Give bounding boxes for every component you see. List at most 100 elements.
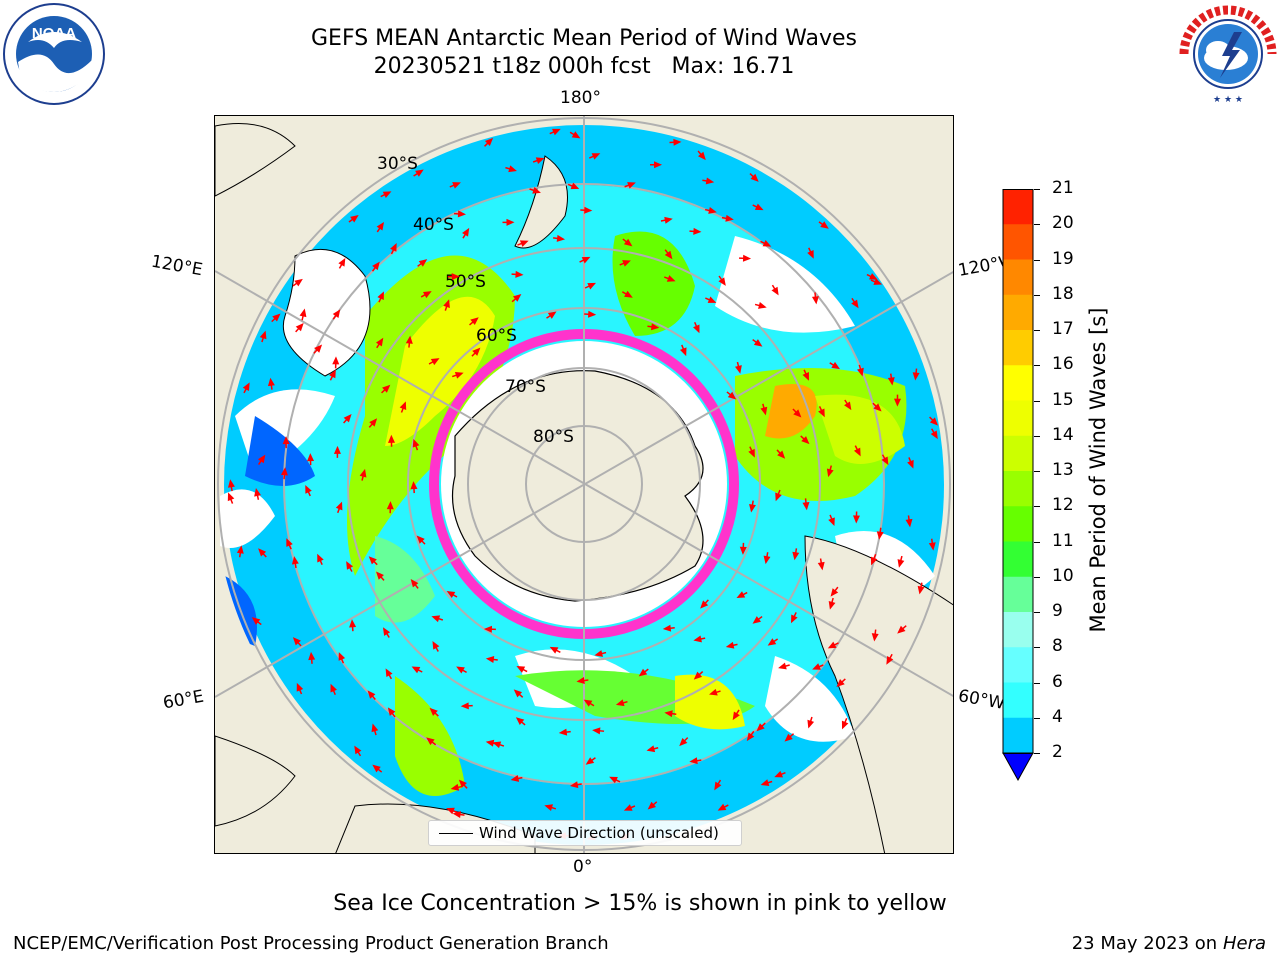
wind-arrow-head <box>664 710 673 718</box>
wind-arrow-head <box>387 707 396 716</box>
wind-arrow-head <box>693 671 703 680</box>
wind-arrow-head <box>349 619 357 628</box>
colorbar-tick-label: 16 <box>1052 354 1074 375</box>
wind-arrow-head <box>452 182 461 189</box>
wind-arrow-head <box>689 757 698 765</box>
wind-arrow-head <box>881 456 889 466</box>
colorbar-band <box>1003 400 1033 437</box>
lon-label-60e: 60°E <box>161 686 206 714</box>
chart-title: GEFS MEAN Antarctic Mean Period of Wind … <box>311 26 857 51</box>
wind-arrow-head <box>826 468 834 478</box>
wind-arrow-head <box>382 627 391 636</box>
wind-arrow-head <box>332 309 341 318</box>
wind-arrow-head <box>332 356 340 365</box>
wind-arrow-head <box>515 270 524 278</box>
wind-arrow-head <box>422 291 432 299</box>
wind-arrow-head <box>452 811 461 819</box>
lon-label-120e: 120°E <box>149 251 205 281</box>
colorbar-band <box>1003 541 1033 578</box>
wind-arrow-head <box>516 666 526 673</box>
wind-arrow-head <box>811 296 819 305</box>
wind-arrow-head <box>305 484 312 494</box>
wind-arrow-head <box>887 377 895 386</box>
colorbar-tick-label: 12 <box>1052 495 1074 516</box>
wind-arrow-head <box>732 711 740 721</box>
colorbar-tick-label: 11 <box>1052 530 1074 551</box>
wind-arrow-head <box>762 240 772 247</box>
colorbar-tick-label: 20 <box>1052 213 1074 234</box>
wind-arrow-head <box>571 131 581 139</box>
wind-arrow-head <box>749 503 756 513</box>
wind-arrow-head <box>333 445 341 454</box>
footer-date-text: 23 May 2023 on <box>1071 933 1218 954</box>
wind-arrow-head <box>411 666 421 674</box>
wind-arrow-head <box>739 546 747 555</box>
wind-arrow-head <box>907 459 914 469</box>
colorbar-tick-mark <box>1034 647 1040 649</box>
lon-label-180: 180° <box>560 88 601 108</box>
wind-arrow-head <box>905 518 913 528</box>
wind-arrow-head <box>371 723 379 733</box>
wind-arrow-head <box>654 161 663 169</box>
wind-arrow-head <box>841 720 849 730</box>
wind-arrow-head <box>472 347 481 356</box>
wind-arrow-head <box>446 807 455 815</box>
wind-arrow-head <box>725 641 735 649</box>
wind-arrow-head <box>451 273 460 281</box>
wind-arrow-head <box>506 218 515 226</box>
wind-arrow-head <box>483 625 493 633</box>
wind-arrow-head <box>791 614 798 624</box>
wind-arrow-head <box>330 683 337 693</box>
wind-arrow-head <box>387 434 395 443</box>
wind-arrow-head <box>576 677 585 684</box>
wind-arrow-head <box>532 186 541 194</box>
colorbar-under-triangle <box>1002 752 1034 781</box>
wind-arrow-head <box>367 690 376 699</box>
wind-arrow-head <box>592 727 601 735</box>
wind-arrow-head <box>359 468 367 478</box>
colorbar-tick-mark <box>1034 435 1040 437</box>
wind-arrow-head <box>418 259 428 267</box>
wind-arrow-head <box>251 617 261 625</box>
colorbar-tick-label: 6 <box>1052 671 1063 692</box>
wind-arrow-head <box>742 254 752 262</box>
wind-arrow-head <box>774 770 784 778</box>
wind-arrow-head <box>286 538 293 547</box>
wind-arrow-head <box>354 745 362 755</box>
wind-arrow-head <box>820 221 829 229</box>
wind-arrow-head <box>886 656 894 665</box>
wind-arrow-head <box>917 585 925 595</box>
lat-label-30s: 30°S <box>377 154 418 174</box>
wind-arrow-head <box>594 650 603 657</box>
wind-arrow-head <box>801 436 810 445</box>
wind-arrow-head <box>802 501 810 511</box>
colorbar-band <box>1003 259 1033 296</box>
wind-arrow-head <box>535 157 545 164</box>
wind-arrow-head <box>242 382 250 392</box>
wind-arrow-head <box>430 358 440 366</box>
wind-arrow-head <box>236 545 244 554</box>
wind-arrow-head <box>705 177 715 185</box>
wind-arrow-head <box>828 600 836 610</box>
wind-arrow-head <box>756 723 765 732</box>
wind-arrow-head <box>830 588 839 597</box>
wind-arrow-head <box>446 590 456 599</box>
wind-arrow-head <box>416 535 425 544</box>
wind-arrow-head <box>549 646 559 654</box>
wind-arrow-head <box>753 339 763 347</box>
wind-arrow-head <box>259 330 267 340</box>
colorbar-band <box>1003 576 1033 613</box>
colorbar-border <box>1002 189 1034 754</box>
wind-arrow-head <box>431 615 441 623</box>
wind-arrow-head <box>831 361 840 370</box>
wind-arrow-head <box>375 571 384 580</box>
wind-arrow-head <box>454 372 464 379</box>
wind-arrow-head <box>291 556 299 565</box>
wind-arrow-head <box>836 679 845 687</box>
wind-arrow-head <box>752 616 762 624</box>
wind-arrow-head <box>372 764 381 773</box>
wind-arrow-head <box>544 804 554 811</box>
colorbar-tick-label: 10 <box>1052 565 1074 586</box>
colorbar-tick-label: 9 <box>1052 601 1063 621</box>
wind-arrow-head <box>646 745 656 753</box>
